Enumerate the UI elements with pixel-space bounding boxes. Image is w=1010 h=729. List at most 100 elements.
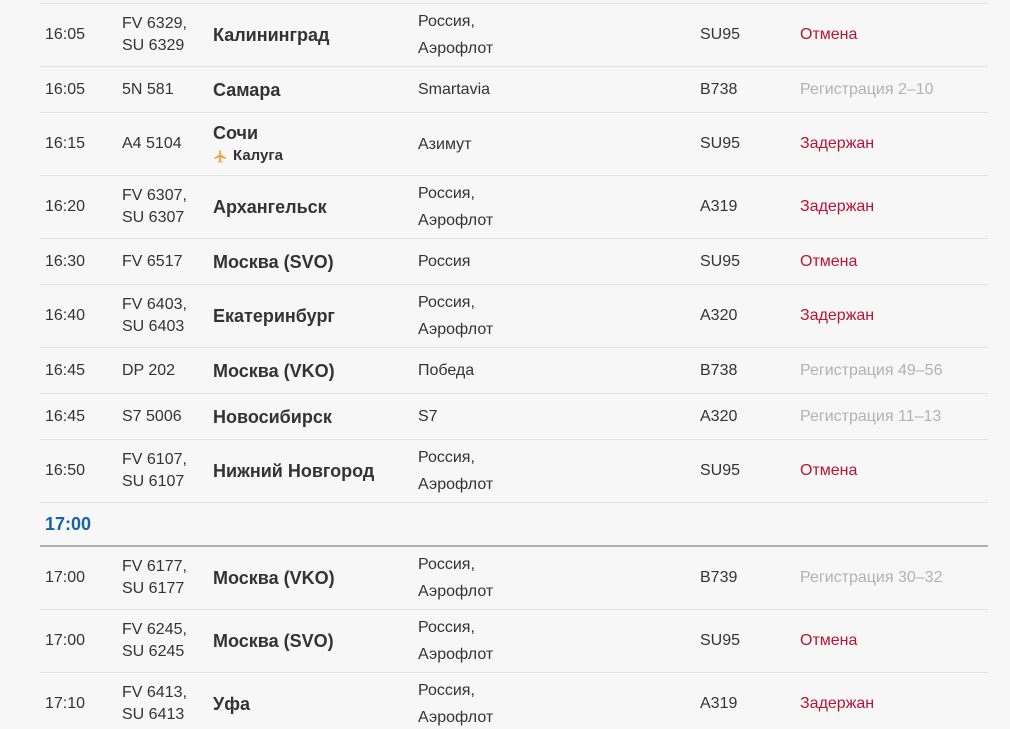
- airline-name: S7: [418, 408, 438, 425]
- flight-status: Регистрация 11–13: [800, 407, 942, 425]
- flight-numbers: 5N 581: [122, 80, 174, 98]
- aircraft-type: B739: [700, 569, 738, 586]
- aircraft-type: A319: [700, 695, 738, 712]
- plane-takeoff-icon: [213, 149, 228, 164]
- departure-time: 16:05: [45, 26, 86, 43]
- departure-time: 16:45: [45, 361, 86, 379]
- flight-status: Задержан: [800, 695, 875, 712]
- flight-status: Отмена: [800, 26, 858, 43]
- airline-name: Россия, Аэрофлот: [418, 619, 494, 663]
- destination-cell: Архангельск: [213, 195, 418, 219]
- destination-name: Новосибирск: [213, 406, 332, 427]
- aircraft-type: SU95: [700, 632, 741, 649]
- aircraft-type: B738: [700, 80, 738, 98]
- aircraft-type: SU95: [700, 26, 741, 43]
- via-city: Калуга: [233, 147, 283, 164]
- airline-name: Россия, Аэрофлот: [418, 185, 494, 229]
- table-row[interactable]: 16:05 FV 6329, SU 6329 Калининград Росси…: [40, 4, 988, 67]
- table-row[interactable]: 16:05 5N 581 Самара Smartavia B738 Регис…: [40, 67, 988, 113]
- airline-name: Россия, Аэрофлот: [418, 556, 494, 600]
- table-row[interactable]: 17:00 FV 6177, SU 6177 Москва (VKO) Росс…: [40, 547, 988, 610]
- table-row[interactable]: 16:45 DP 202 Москва (VKO) Победа B738 Ре…: [40, 348, 988, 394]
- destination-name: Нижний Новгород: [213, 461, 375, 481]
- departure-time: 17:10: [45, 695, 86, 712]
- flight-numbers: FV 6329, SU 6329: [122, 15, 187, 54]
- flight-status: Задержан: [800, 198, 875, 215]
- aircraft-type: A320: [700, 407, 738, 425]
- destination-name: Москва (VKO): [213, 568, 335, 588]
- flight-numbers: FV 6307, SU 6307: [122, 187, 187, 226]
- airline-name: Россия, Аэрофлот: [418, 294, 494, 338]
- departure-time: 16:50: [45, 462, 86, 479]
- table-row[interactable]: 17:10 FV 6413, SU 6413 Уфа Россия, Аэроф…: [40, 673, 988, 729]
- flight-status: Отмена: [800, 252, 858, 270]
- flight-numbers: FV 6177, SU 6177: [122, 558, 187, 597]
- destination-cell: Калининград: [213, 23, 418, 47]
- airline-name: Россия, Аэрофлот: [418, 13, 494, 57]
- table-row[interactable]: 16:50 FV 6107, SU 6107 Нижний Новгород Р…: [40, 440, 988, 503]
- time-section-header: 17:00: [40, 503, 988, 547]
- table-row[interactable]: 16:30 FV 6517 Москва (SVO) Россия SU95 О…: [40, 239, 988, 285]
- table-row[interactable]: 16:45 S7 5006 Новосибирск S7 A320 Регист…: [40, 394, 988, 440]
- destination-name: Екатеринбург: [213, 306, 335, 326]
- destination-name: Москва (SVO): [213, 251, 334, 272]
- airline-name: Азимут: [418, 135, 472, 153]
- destination-cell: Екатеринбург: [213, 304, 418, 328]
- flight-status: Задержан: [800, 307, 875, 324]
- table-row[interactable]: 16:15 A4 5104 Сочи Калуга Азимут SU95 За…: [40, 113, 988, 176]
- flight-numbers: A4 5104: [122, 135, 182, 152]
- departure-time: 17:00: [45, 569, 86, 586]
- aircraft-type: B738: [700, 361, 738, 379]
- destination-cell: Сочи Калуга: [213, 121, 418, 167]
- section-time-label: 17:00: [45, 513, 92, 534]
- flight-numbers: FV 6517: [122, 252, 183, 270]
- flight-numbers: FV 6107, SU 6107: [122, 451, 187, 490]
- destination-name: Уфа: [213, 694, 250, 714]
- airline-name: Россия: [418, 253, 471, 270]
- aircraft-type: SU95: [700, 462, 741, 479]
- airline-name: Россия, Аэрофлот: [418, 449, 494, 493]
- via-stop: Калуга: [213, 145, 418, 167]
- flight-numbers: FV 6413, SU 6413: [122, 684, 187, 723]
- flight-status: Отмена: [800, 462, 858, 479]
- aircraft-type: A319: [700, 198, 738, 215]
- departures-table: 16:05 FV 6329, SU 6329 Калининград Росси…: [40, 3, 988, 729]
- destination-cell: Уфа: [213, 692, 418, 716]
- flight-status: Регистрация 30–32: [800, 569, 943, 586]
- destination-cell: Самара: [213, 78, 418, 102]
- airline-name: Победа: [418, 362, 475, 379]
- flight-numbers: DP 202: [122, 361, 176, 379]
- departure-time: 16:40: [45, 307, 86, 324]
- departure-time: 16:05: [45, 80, 86, 98]
- departure-time: 16:20: [45, 198, 86, 215]
- aircraft-type: SU95: [700, 135, 741, 152]
- flight-numbers: S7 5006: [122, 407, 182, 425]
- destination-name: Москва (VKO): [213, 360, 335, 381]
- destination-name: Москва (SVO): [213, 631, 334, 651]
- departure-time: 16:15: [45, 135, 86, 152]
- aircraft-type: SU95: [700, 252, 741, 270]
- destination-cell: Москва (VKO): [213, 566, 418, 590]
- destination-cell: Нижний Новгород: [213, 459, 418, 483]
- destination-name: Сочи: [213, 123, 259, 143]
- departure-time: 16:30: [45, 252, 86, 270]
- destination-name: Архангельск: [213, 197, 327, 217]
- table-row[interactable]: 17:00 FV 6245, SU 6245 Москва (SVO) Росс…: [40, 610, 988, 673]
- aircraft-type: A320: [700, 307, 738, 324]
- flight-numbers: FV 6403, SU 6403: [122, 296, 187, 335]
- flight-status: Отмена: [800, 632, 858, 649]
- departure-time: 17:00: [45, 632, 86, 649]
- destination-cell: Новосибирск: [213, 405, 418, 429]
- table-row[interactable]: 16:20 FV 6307, SU 6307 Архангельск Росси…: [40, 176, 988, 239]
- destination-cell: Москва (SVO): [213, 250, 418, 274]
- airline-name: Россия, Аэрофлот: [418, 682, 494, 726]
- destination-cell: Москва (VKO): [213, 359, 418, 383]
- destination-cell: Москва (SVO): [213, 629, 418, 653]
- airline-name: Smartavia: [418, 81, 491, 98]
- flight-status: Регистрация 2–10: [800, 80, 934, 98]
- destination-name: Самара: [213, 79, 281, 100]
- table-row[interactable]: 16:40 FV 6403, SU 6403 Екатеринбург Росс…: [40, 285, 988, 348]
- flight-status: Регистрация 49–56: [800, 361, 943, 379]
- destination-name: Калининград: [213, 25, 330, 45]
- departure-time: 16:45: [45, 407, 86, 425]
